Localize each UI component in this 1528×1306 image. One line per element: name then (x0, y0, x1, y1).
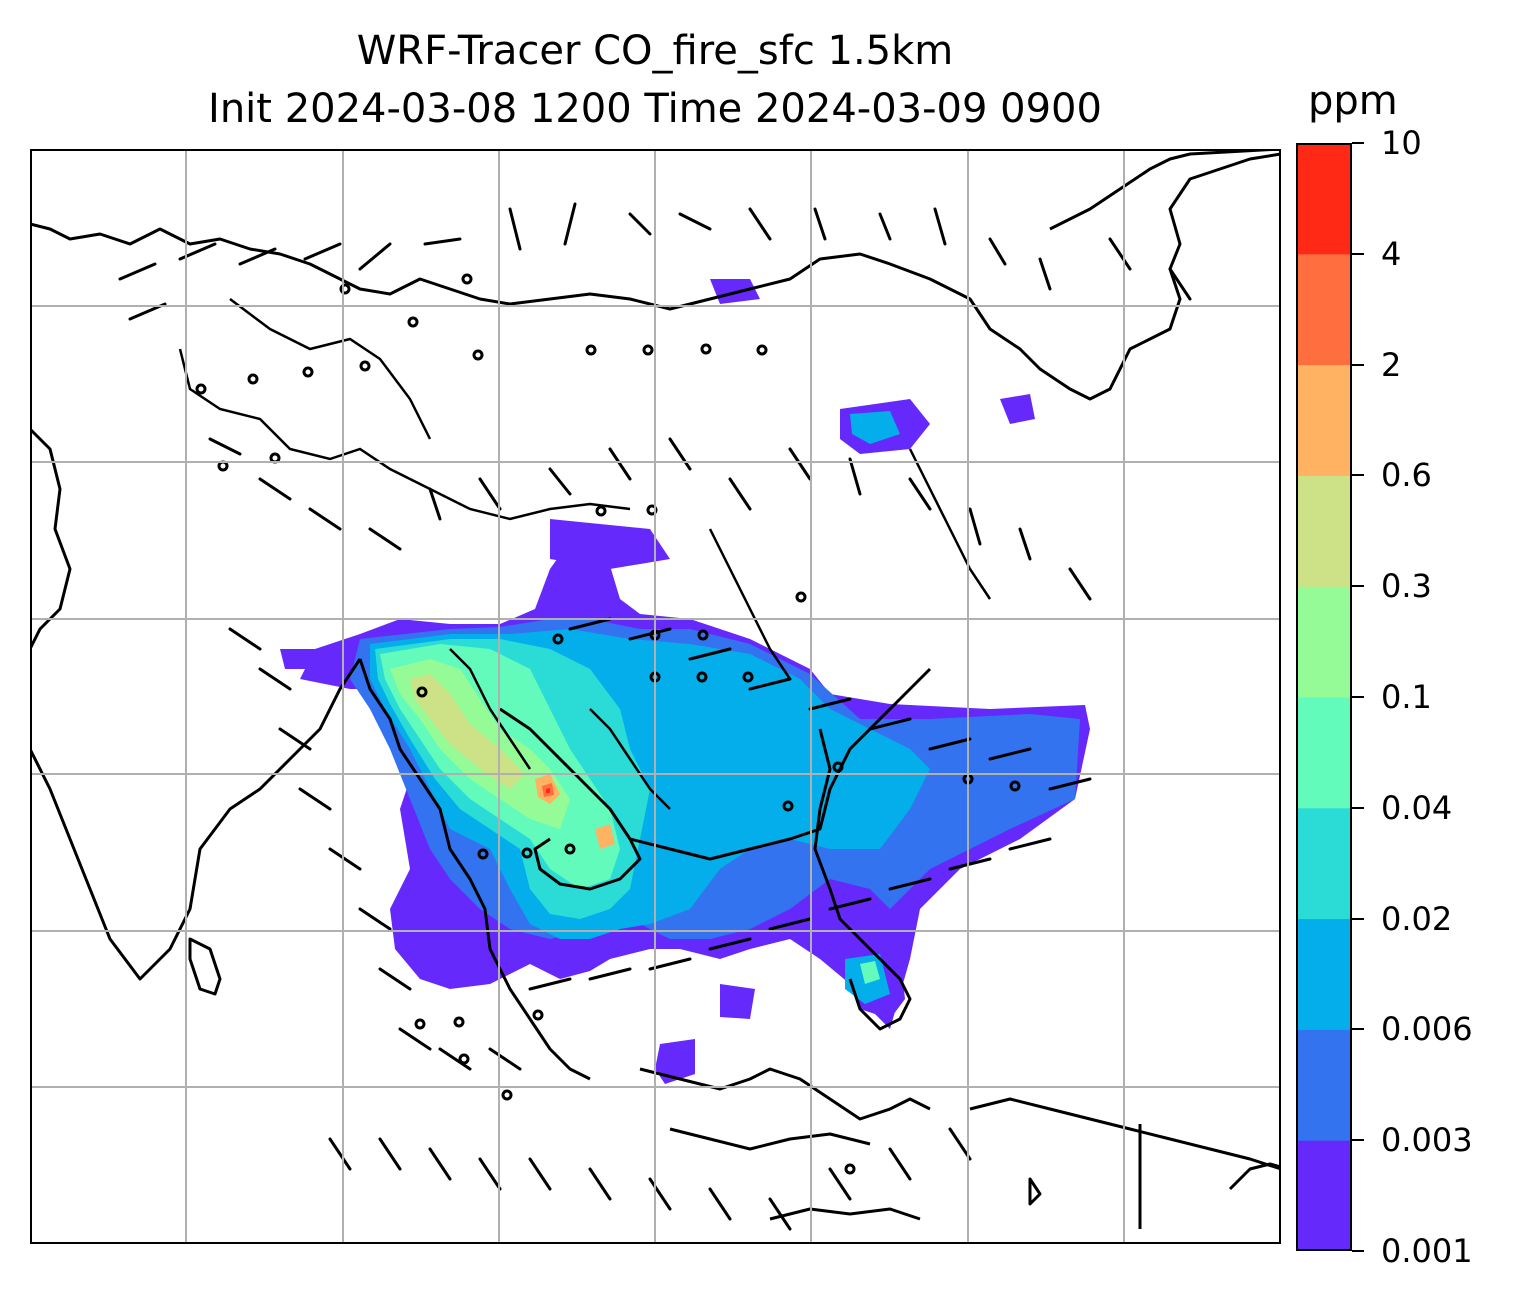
tracer-region-0.04 (860, 961, 880, 984)
coastlines (30, 149, 1281, 1229)
colorbar-segment (1296, 475, 1352, 587)
colorbar-tick-mark (1352, 696, 1364, 698)
colorbar-tick-mark (1352, 917, 1364, 920)
colorbar-segment (1296, 1029, 1352, 1141)
colorbar-tick-mark (1352, 1028, 1364, 1031)
wind-barbs (118, 202, 1192, 1231)
colorbar-segment (1296, 364, 1352, 476)
colorbar-tick-label: 10 (1381, 124, 1422, 162)
colorbar-tick-label: 2 (1381, 345, 1402, 384)
chart-title-line-1: WRF-Tracer CO_fire_sfc 1.5km (356, 28, 954, 74)
colorbar-tick-label: 4 (1381, 234, 1402, 273)
colorbar-unit-label: ppm (1308, 78, 1398, 124)
map-frame (30, 149, 1281, 1244)
colorbar-tick-mark (1352, 474, 1364, 477)
colorbar-frame (1296, 143, 1352, 1251)
colorbar-segment (1296, 586, 1352, 698)
colorbar-tick-label: 0.02 (1381, 899, 1453, 938)
colorbar-segment (1296, 143, 1352, 255)
tracer-region-0.3 (410, 674, 525, 789)
colorbar-tick-label: 0.3 (1381, 567, 1432, 606)
tracer-region-4 (546, 788, 550, 793)
colorbar-tick-mark (1352, 806, 1364, 809)
map-panel (30, 149, 1281, 1244)
colorbar-tick-mark (1352, 252, 1364, 255)
colorbar-tick-label: 0.1 (1381, 678, 1432, 716)
colorbar-tick-mark (1352, 142, 1364, 144)
colorbar-tick-mark (1352, 1250, 1364, 1252)
country-borders (178, 298, 992, 810)
colorbar-tick-label: 0.04 (1381, 788, 1453, 827)
colorbar-segment (1296, 807, 1352, 920)
colorbar-segment (1296, 253, 1352, 366)
colorbar-segment (1296, 918, 1352, 1030)
colorbar-segment (1296, 697, 1352, 809)
chart-title-line-2: Init 2024-03-08 1200 Time 2024-03-09 090… (208, 86, 1102, 132)
colorbar (1296, 143, 1352, 1251)
tracer-region-0.6 (535, 774, 615, 849)
colorbar-tick-mark (1352, 585, 1364, 588)
tracer-field (280, 279, 1090, 1084)
colorbar-tick-label: 0.001 (1381, 1232, 1473, 1270)
colorbar-tick-mark (1352, 363, 1364, 366)
colorbar-tick-label: 0.003 (1381, 1121, 1473, 1160)
colorbar-segment (1296, 1140, 1352, 1251)
colorbar-tick-label: 0.6 (1381, 456, 1432, 495)
colorbar-tick-mark (1352, 1139, 1364, 1142)
colorbar-tick-label: 0.006 (1381, 1010, 1473, 1049)
gridlines (30, 149, 1281, 1244)
